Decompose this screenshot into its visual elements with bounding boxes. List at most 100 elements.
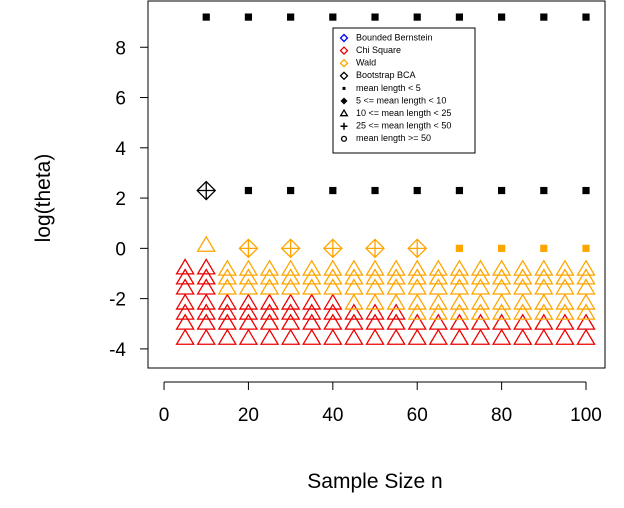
marker [175, 293, 195, 310]
marker [498, 186, 506, 195]
marker [259, 259, 280, 276]
marker [244, 13, 253, 21]
marker [428, 313, 449, 330]
marker [555, 328, 575, 345]
marker [555, 268, 575, 285]
marker [407, 259, 427, 276]
y-axis-label: log(theta) [32, 154, 55, 243]
marker [196, 328, 216, 345]
marker [534, 293, 554, 310]
marker [534, 313, 554, 330]
marker [413, 13, 421, 21]
marker [323, 259, 343, 276]
y-tick-label: -4 [109, 340, 126, 361]
marker [386, 268, 406, 285]
marker [449, 328, 470, 345]
x-axis-label: Sample Size n [307, 470, 442, 493]
y-tick-label: 2 [115, 189, 126, 210]
marker [280, 303, 301, 320]
marker [322, 238, 343, 259]
marker [534, 328, 554, 345]
marker [534, 268, 554, 285]
marker [323, 303, 343, 320]
marker [470, 293, 491, 310]
marker [280, 328, 301, 345]
x-tick-label: 40 [322, 405, 343, 426]
marker [302, 259, 322, 276]
marker [175, 328, 195, 345]
marker [555, 259, 575, 276]
marker [455, 186, 464, 195]
marker [217, 303, 238, 320]
marker [449, 259, 470, 276]
marker [365, 313, 385, 330]
marker [470, 278, 491, 295]
marker [449, 268, 470, 285]
marker [344, 293, 364, 310]
marker [340, 122, 348, 130]
marker [259, 278, 280, 295]
marker [555, 303, 575, 320]
marker [428, 259, 449, 276]
marker [455, 13, 464, 21]
marker [339, 33, 349, 43]
marker [365, 268, 385, 285]
marker [428, 268, 449, 285]
marker [175, 303, 195, 320]
marker [344, 278, 364, 295]
marker [534, 278, 554, 295]
marker [576, 303, 596, 320]
marker [365, 328, 385, 345]
legend-label: mean length >= 50 [356, 133, 431, 143]
marker [407, 328, 427, 345]
marker [217, 328, 238, 345]
marker [491, 313, 512, 330]
marker [540, 244, 548, 252]
marker [540, 13, 548, 21]
marker [339, 58, 349, 68]
marker [576, 328, 596, 345]
legend-label: Bootstrap BCA [356, 70, 416, 80]
marker [513, 313, 533, 330]
marker [259, 313, 280, 330]
marker [238, 259, 259, 276]
marker [196, 293, 216, 310]
marker [342, 86, 346, 90]
marker [449, 278, 470, 295]
marker [175, 278, 195, 295]
marker [371, 186, 379, 195]
x-tick-label: 60 [407, 405, 428, 426]
marker [302, 328, 322, 345]
marker [280, 268, 301, 285]
marker [428, 303, 449, 320]
marker [196, 313, 216, 330]
marker [470, 259, 491, 276]
marker [576, 268, 596, 285]
marker [365, 293, 385, 310]
marker [344, 259, 364, 276]
marker [344, 313, 364, 330]
marker [371, 13, 379, 21]
marker [302, 313, 322, 330]
marker [302, 268, 322, 285]
marker [491, 259, 512, 276]
legend-label: mean length < 5 [356, 83, 421, 93]
marker [202, 13, 210, 21]
marker [244, 186, 253, 195]
marker [407, 238, 428, 259]
marker [217, 268, 238, 285]
marker [449, 313, 470, 330]
y-tick-label: -2 [109, 290, 126, 311]
marker [555, 278, 575, 295]
marker [470, 328, 491, 345]
marker [323, 313, 343, 330]
y-tick-label: 4 [115, 139, 126, 160]
marker [386, 259, 406, 276]
marker [238, 328, 259, 345]
marker [287, 186, 295, 195]
marker [470, 313, 491, 330]
marker [428, 328, 449, 345]
marker [582, 13, 590, 21]
marker [407, 268, 427, 285]
marker [576, 313, 596, 330]
